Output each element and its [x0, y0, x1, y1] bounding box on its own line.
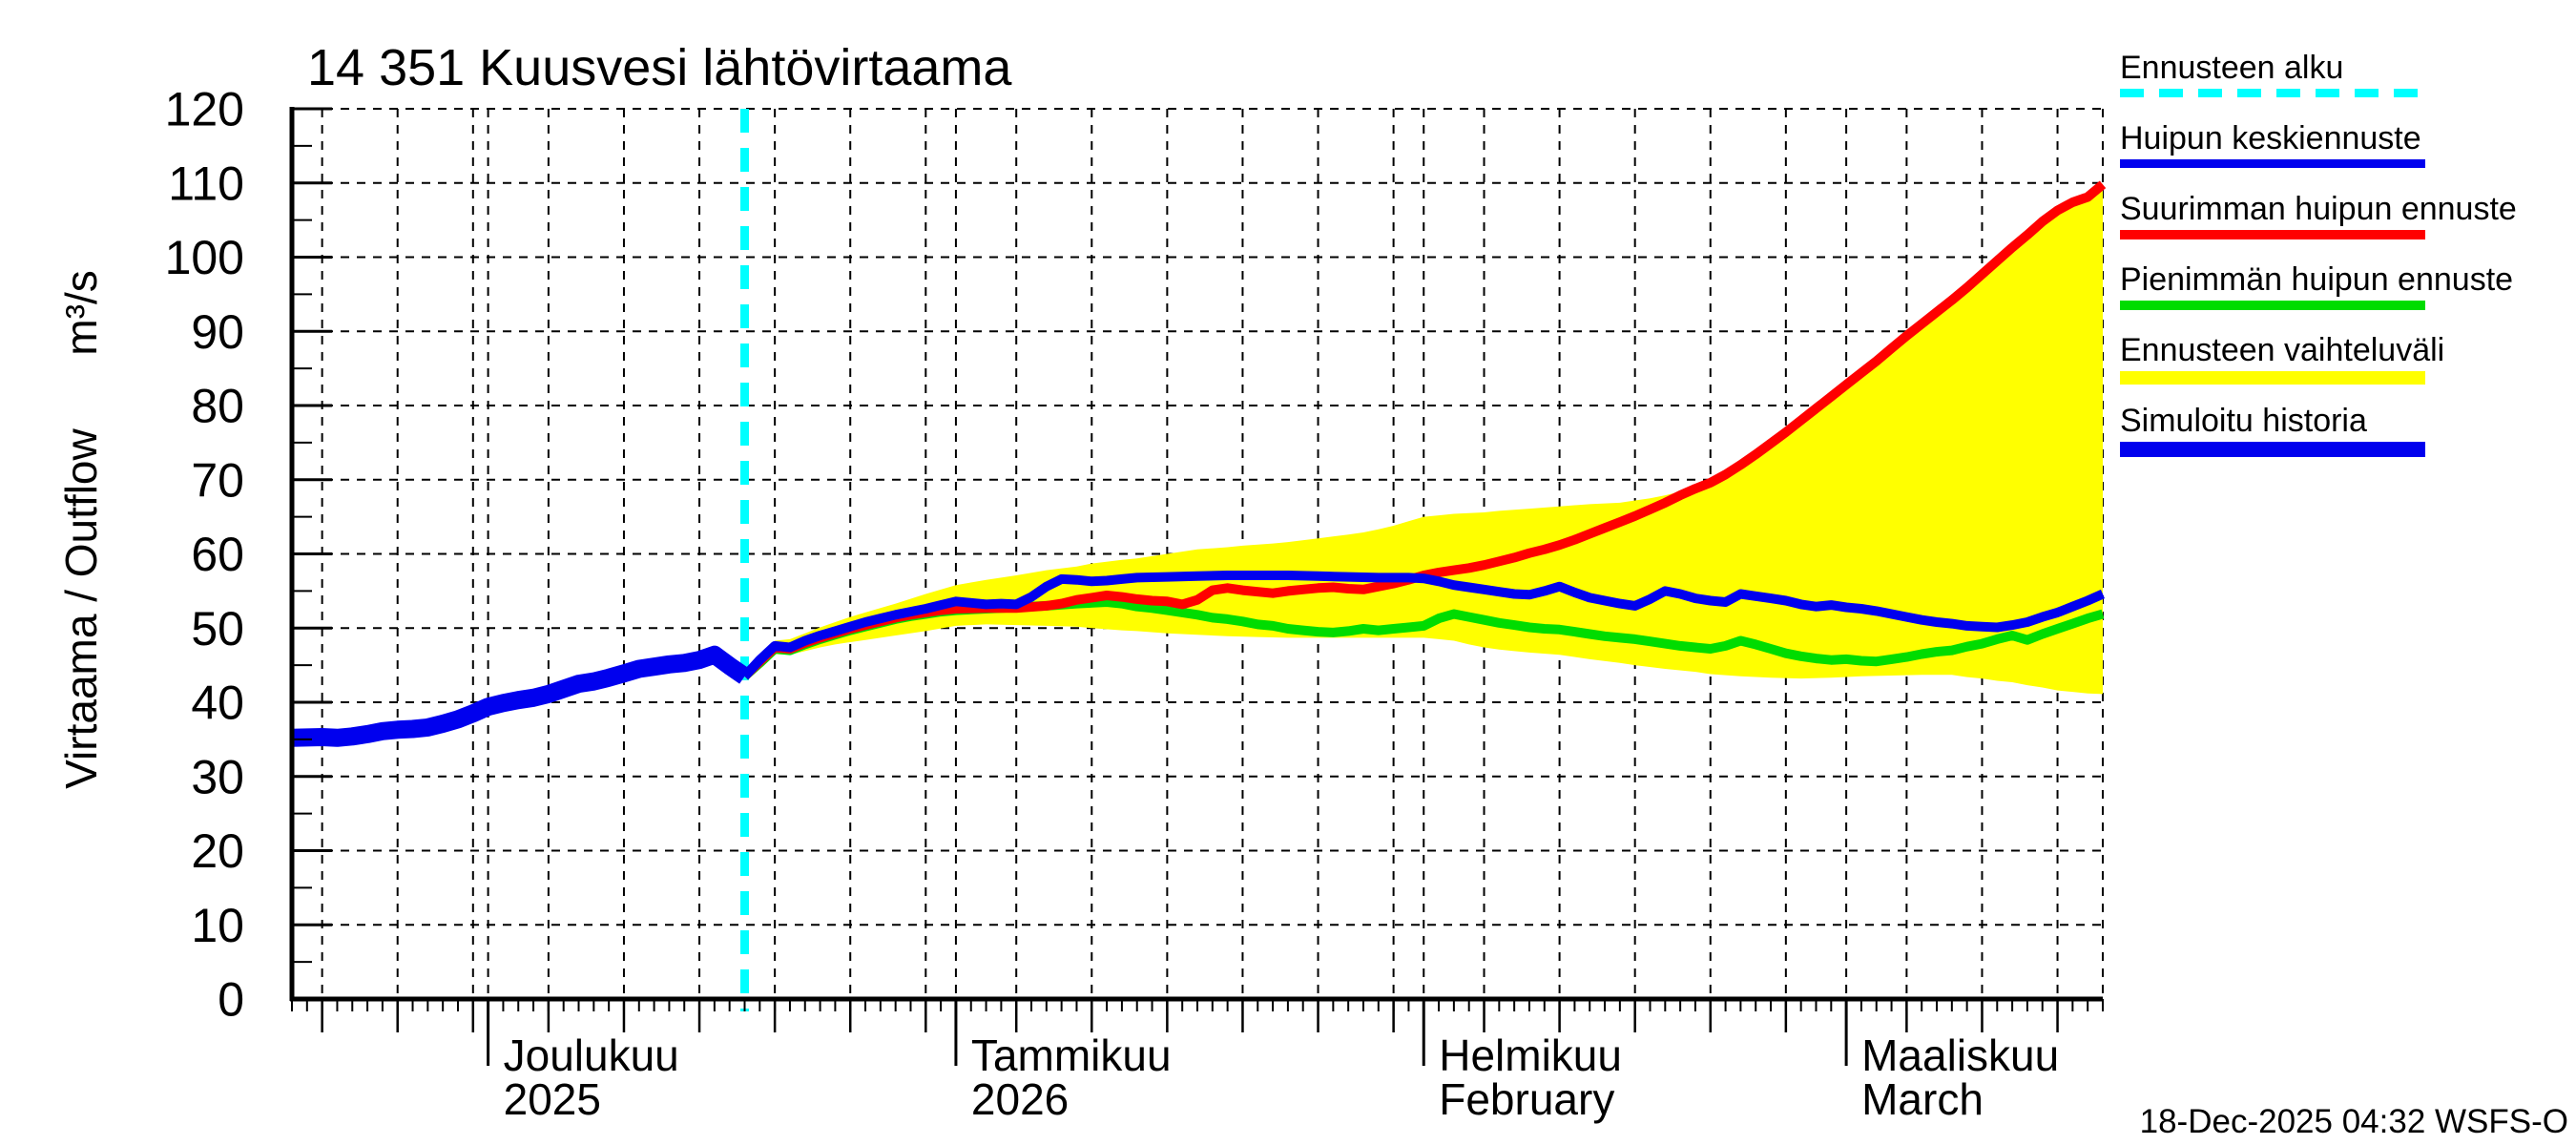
legend-item: Suurimman huipun ennuste [2120, 191, 2568, 261]
history-line [291, 645, 750, 747]
y-tick-label: 40 [191, 677, 244, 730]
y-tick-label: 20 [191, 824, 244, 878]
mean-forecast-line [740, 571, 2106, 680]
timestamp: 18-Dec-2025 04:32 WSFS-O [2139, 1103, 2568, 1140]
y-tick-label: 120 [165, 83, 244, 136]
legend-swatch [2120, 89, 2425, 97]
y-tick-label: 30 [191, 750, 244, 803]
month-sublabel: 2025 [504, 1074, 601, 1124]
legend-item: Ennusteen alku [2120, 50, 2568, 120]
legend-item: Pienimmän huipun ennuste [2120, 261, 2568, 332]
y-tick-label: 80 [191, 380, 244, 433]
month-label: Helmikuu [1439, 1030, 1622, 1080]
legend-label: Pienimmän huipun ennuste [2120, 261, 2514, 298]
legend-label: Suurimman huipun ennuste [2120, 191, 2517, 227]
y-axis-title: Virtaama / Outflow m³/s [56, 270, 106, 789]
month-label: Joulukuu [504, 1030, 679, 1080]
chart-title: 14 351 Kuusvesi lähtövirtaama [307, 39, 1012, 96]
legend-item: Ennusteen vaihteluväli [2120, 332, 2568, 403]
y-tick-label: 50 [191, 602, 244, 656]
y-tick-label: 90 [191, 305, 244, 359]
legend-item: Huipun keskiennuste [2120, 120, 2568, 191]
forecast-range-band [744, 183, 2103, 695]
month-sublabel: 2026 [971, 1074, 1069, 1124]
legend-label: Ennusteen vaihteluväli [2120, 332, 2445, 368]
legend-label: Ennusteen alku [2120, 50, 2344, 86]
legend: Ennusteen alku Huipun keskiennuste Suurimm… [2120, 50, 2568, 473]
legend-label: Huipun keskiennuste [2120, 120, 2421, 156]
y-tick-label: 100 [165, 231, 244, 284]
y-tick-label: 70 [191, 453, 244, 507]
legend-swatch [2120, 371, 2425, 385]
legend-item: Simuloitu historia [2120, 403, 2568, 473]
month-label: Tammikuu [971, 1030, 1172, 1080]
legend-swatch [2120, 230, 2425, 239]
y-tick-label: 60 [191, 528, 244, 581]
y-tick-label: 0 [218, 973, 244, 1027]
max-forecast-line [740, 180, 2107, 680]
month-sublabel: February [1439, 1074, 1614, 1124]
y-tick-label: 10 [191, 899, 244, 952]
legend-swatch [2120, 442, 2425, 457]
legend-swatch [2120, 159, 2425, 168]
legend-label: Simuloitu historia [2120, 403, 2367, 439]
legend-swatch [2120, 301, 2425, 310]
month-sublabel: March [1861, 1074, 1984, 1124]
y-tick-label: 110 [168, 156, 244, 210]
month-label: Maaliskuu [1861, 1030, 2059, 1080]
